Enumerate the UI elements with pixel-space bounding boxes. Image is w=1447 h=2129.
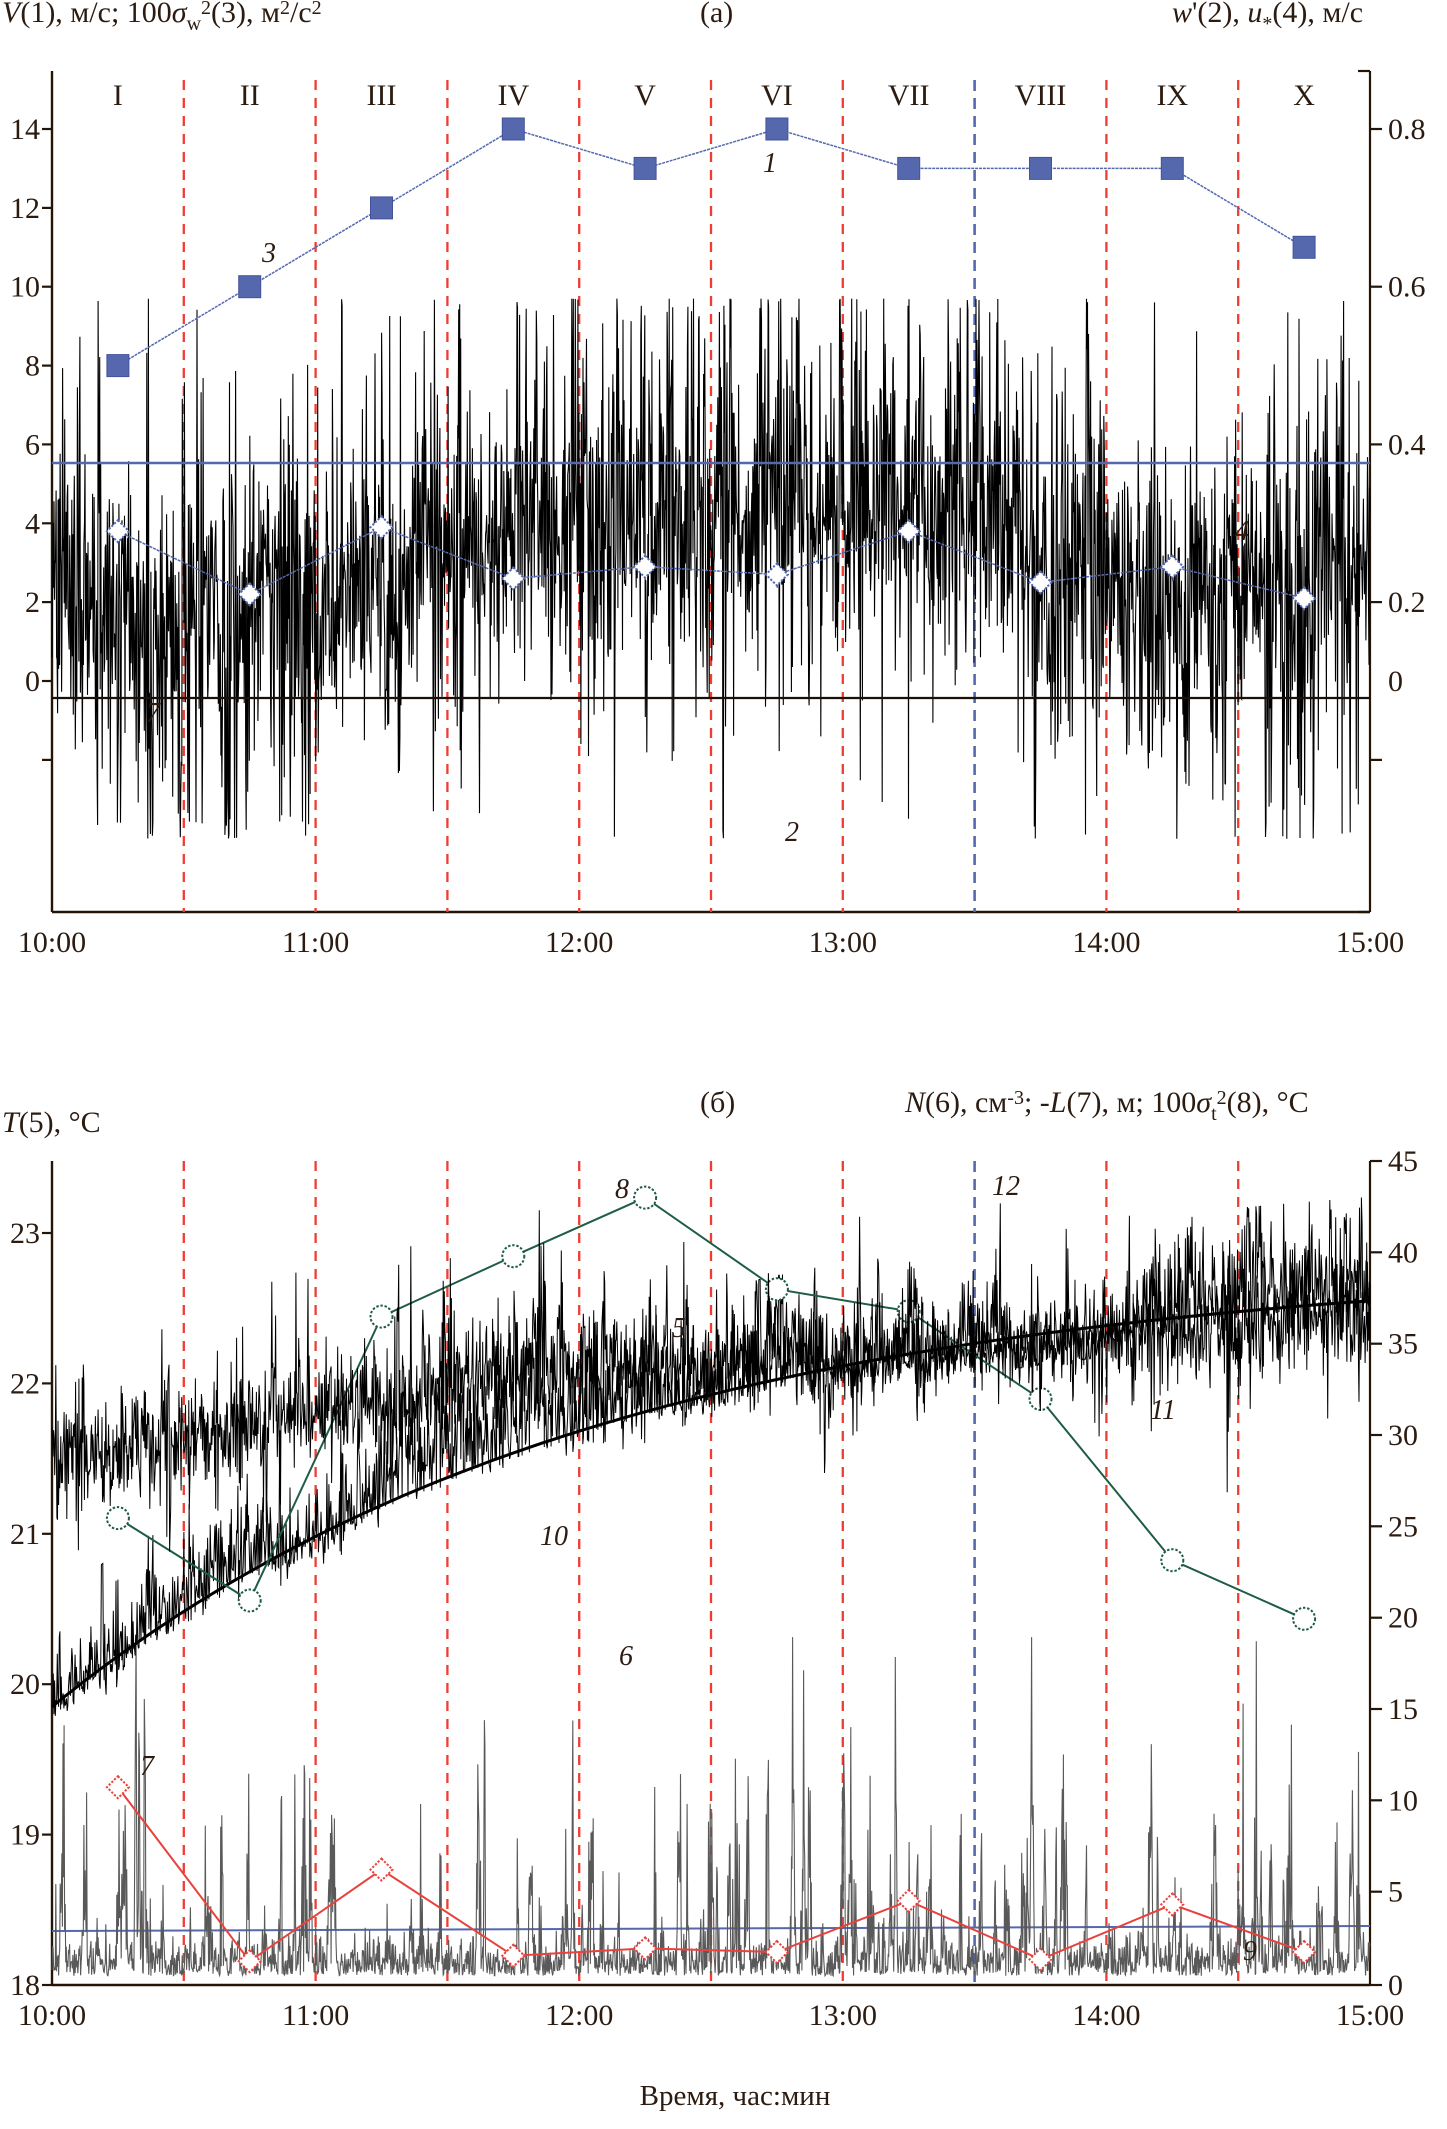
svg-text:30: 30 <box>1388 1419 1418 1452</box>
svg-text:9: 9 <box>1243 1936 1257 1967</box>
svg-text:Время, час:мин: Время, час:мин <box>640 2080 831 2112</box>
svg-text:II: II <box>240 79 260 112</box>
svg-text:6: 6 <box>619 1641 633 1672</box>
svg-text:VII: VII <box>888 79 930 112</box>
svg-text:5: 5 <box>672 1313 686 1344</box>
svg-text:(a): (a) <box>700 0 733 29</box>
svg-text:10: 10 <box>1388 1784 1418 1817</box>
svg-text:20: 20 <box>10 1668 40 1701</box>
svg-text:22: 22 <box>10 1367 40 1400</box>
svg-text:12:00: 12:00 <box>545 1999 613 2032</box>
svg-text:VIII: VIII <box>1015 79 1067 112</box>
svg-text:X: X <box>1293 79 1315 112</box>
svg-text:0: 0 <box>1388 1969 1403 2002</box>
svg-text:11:00: 11:00 <box>282 1999 349 2032</box>
svg-text:6: 6 <box>25 428 40 461</box>
svg-text:10: 10 <box>540 1521 568 1552</box>
svg-text:0: 0 <box>1388 665 1403 698</box>
svg-text:15:00: 15:00 <box>1336 1999 1404 2032</box>
svg-text:7: 7 <box>146 698 161 729</box>
svg-text:35: 35 <box>1388 1328 1418 1361</box>
svg-text:12:00: 12:00 <box>545 926 613 959</box>
svg-text:10:00: 10:00 <box>18 1999 86 2032</box>
svg-text:21: 21 <box>10 1518 40 1551</box>
svg-text:2: 2 <box>25 586 40 619</box>
svg-text:0.8: 0.8 <box>1388 113 1426 146</box>
svg-text:15: 15 <box>1388 1693 1418 1726</box>
svg-text:15:00: 15:00 <box>1336 926 1404 959</box>
svg-text:25: 25 <box>1388 1510 1418 1543</box>
svg-text:0.4: 0.4 <box>1388 428 1426 461</box>
svg-text:19: 19 <box>10 1819 40 1852</box>
svg-text:T(5), °C: T(5), °C <box>2 1106 101 1139</box>
svg-text:10: 10 <box>10 271 40 304</box>
svg-text:14:00: 14:00 <box>1072 926 1140 959</box>
svg-text:IX: IX <box>1156 79 1188 112</box>
svg-text:8: 8 <box>615 1174 629 1205</box>
svg-text:14:00: 14:00 <box>1072 1999 1140 2032</box>
svg-text:7: 7 <box>140 1751 155 1782</box>
svg-text:IV: IV <box>497 79 529 112</box>
svg-text:40: 40 <box>1388 1236 1418 1269</box>
svg-text:13:00: 13:00 <box>809 1999 877 2032</box>
svg-text:20: 20 <box>1388 1602 1418 1635</box>
svg-text:13:00: 13:00 <box>809 926 877 959</box>
svg-text:0: 0 <box>25 665 40 698</box>
svg-text:10:00: 10:00 <box>18 926 86 959</box>
svg-text:III: III <box>367 79 397 112</box>
svg-text:3: 3 <box>261 238 276 269</box>
svg-text:12: 12 <box>992 1171 1020 1202</box>
svg-text:11:00: 11:00 <box>282 926 349 959</box>
svg-text:4: 4 <box>1235 516 1249 547</box>
svg-text:1: 1 <box>763 148 777 179</box>
svg-text:45: 45 <box>1388 1145 1418 1178</box>
svg-text:2: 2 <box>785 817 799 848</box>
svg-text:0.6: 0.6 <box>1388 271 1426 304</box>
svg-text:VI: VI <box>761 79 793 112</box>
svg-text:18: 18 <box>10 1969 40 2002</box>
svg-text:8: 8 <box>25 350 40 383</box>
svg-text:4: 4 <box>25 507 40 540</box>
svg-text:0.2: 0.2 <box>1388 586 1426 619</box>
svg-text:V: V <box>634 79 656 112</box>
svg-text:11: 11 <box>1150 1395 1176 1426</box>
svg-text:(б): (б) <box>700 1086 735 1119</box>
svg-text:14: 14 <box>10 113 40 146</box>
svg-text:I: I <box>113 79 123 112</box>
svg-text:5: 5 <box>1388 1876 1403 1909</box>
svg-text:23: 23 <box>10 1217 40 1250</box>
svg-text:12: 12 <box>10 192 40 225</box>
